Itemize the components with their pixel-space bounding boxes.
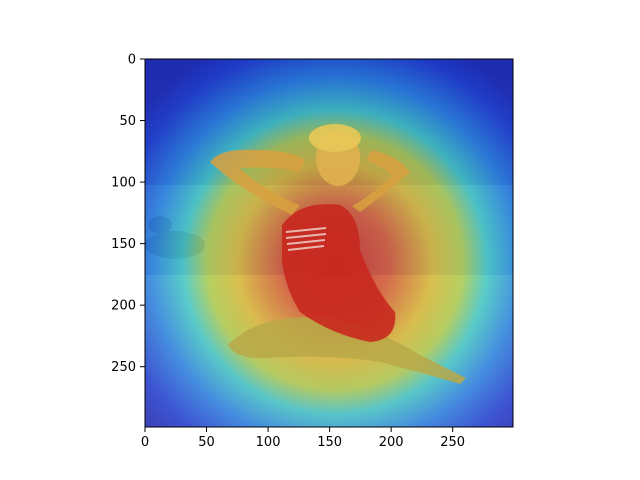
x-tick-label: 200 bbox=[379, 435, 404, 450]
x-tick-label: 100 bbox=[256, 435, 281, 450]
y-tick-label: 50 bbox=[119, 114, 136, 129]
y-tick-label: 0 bbox=[128, 53, 136, 68]
x-tick-label: 250 bbox=[440, 435, 465, 450]
heatmap-image bbox=[145, 59, 513, 427]
y-tick-label: 250 bbox=[111, 360, 136, 375]
x-tick-label: 50 bbox=[198, 435, 215, 450]
axes-frame bbox=[144, 58, 514, 428]
y-tick-label: 200 bbox=[111, 299, 136, 314]
y-axis: 0 50 100 150 200 250 bbox=[111, 53, 145, 375]
y-tick-label: 100 bbox=[111, 176, 136, 191]
x-axis: 0 50 100 150 200 250 bbox=[141, 427, 465, 450]
x-tick-label: 150 bbox=[317, 435, 342, 450]
y-tick-label: 150 bbox=[111, 237, 136, 252]
x-tick-label: 0 bbox=[141, 435, 149, 450]
